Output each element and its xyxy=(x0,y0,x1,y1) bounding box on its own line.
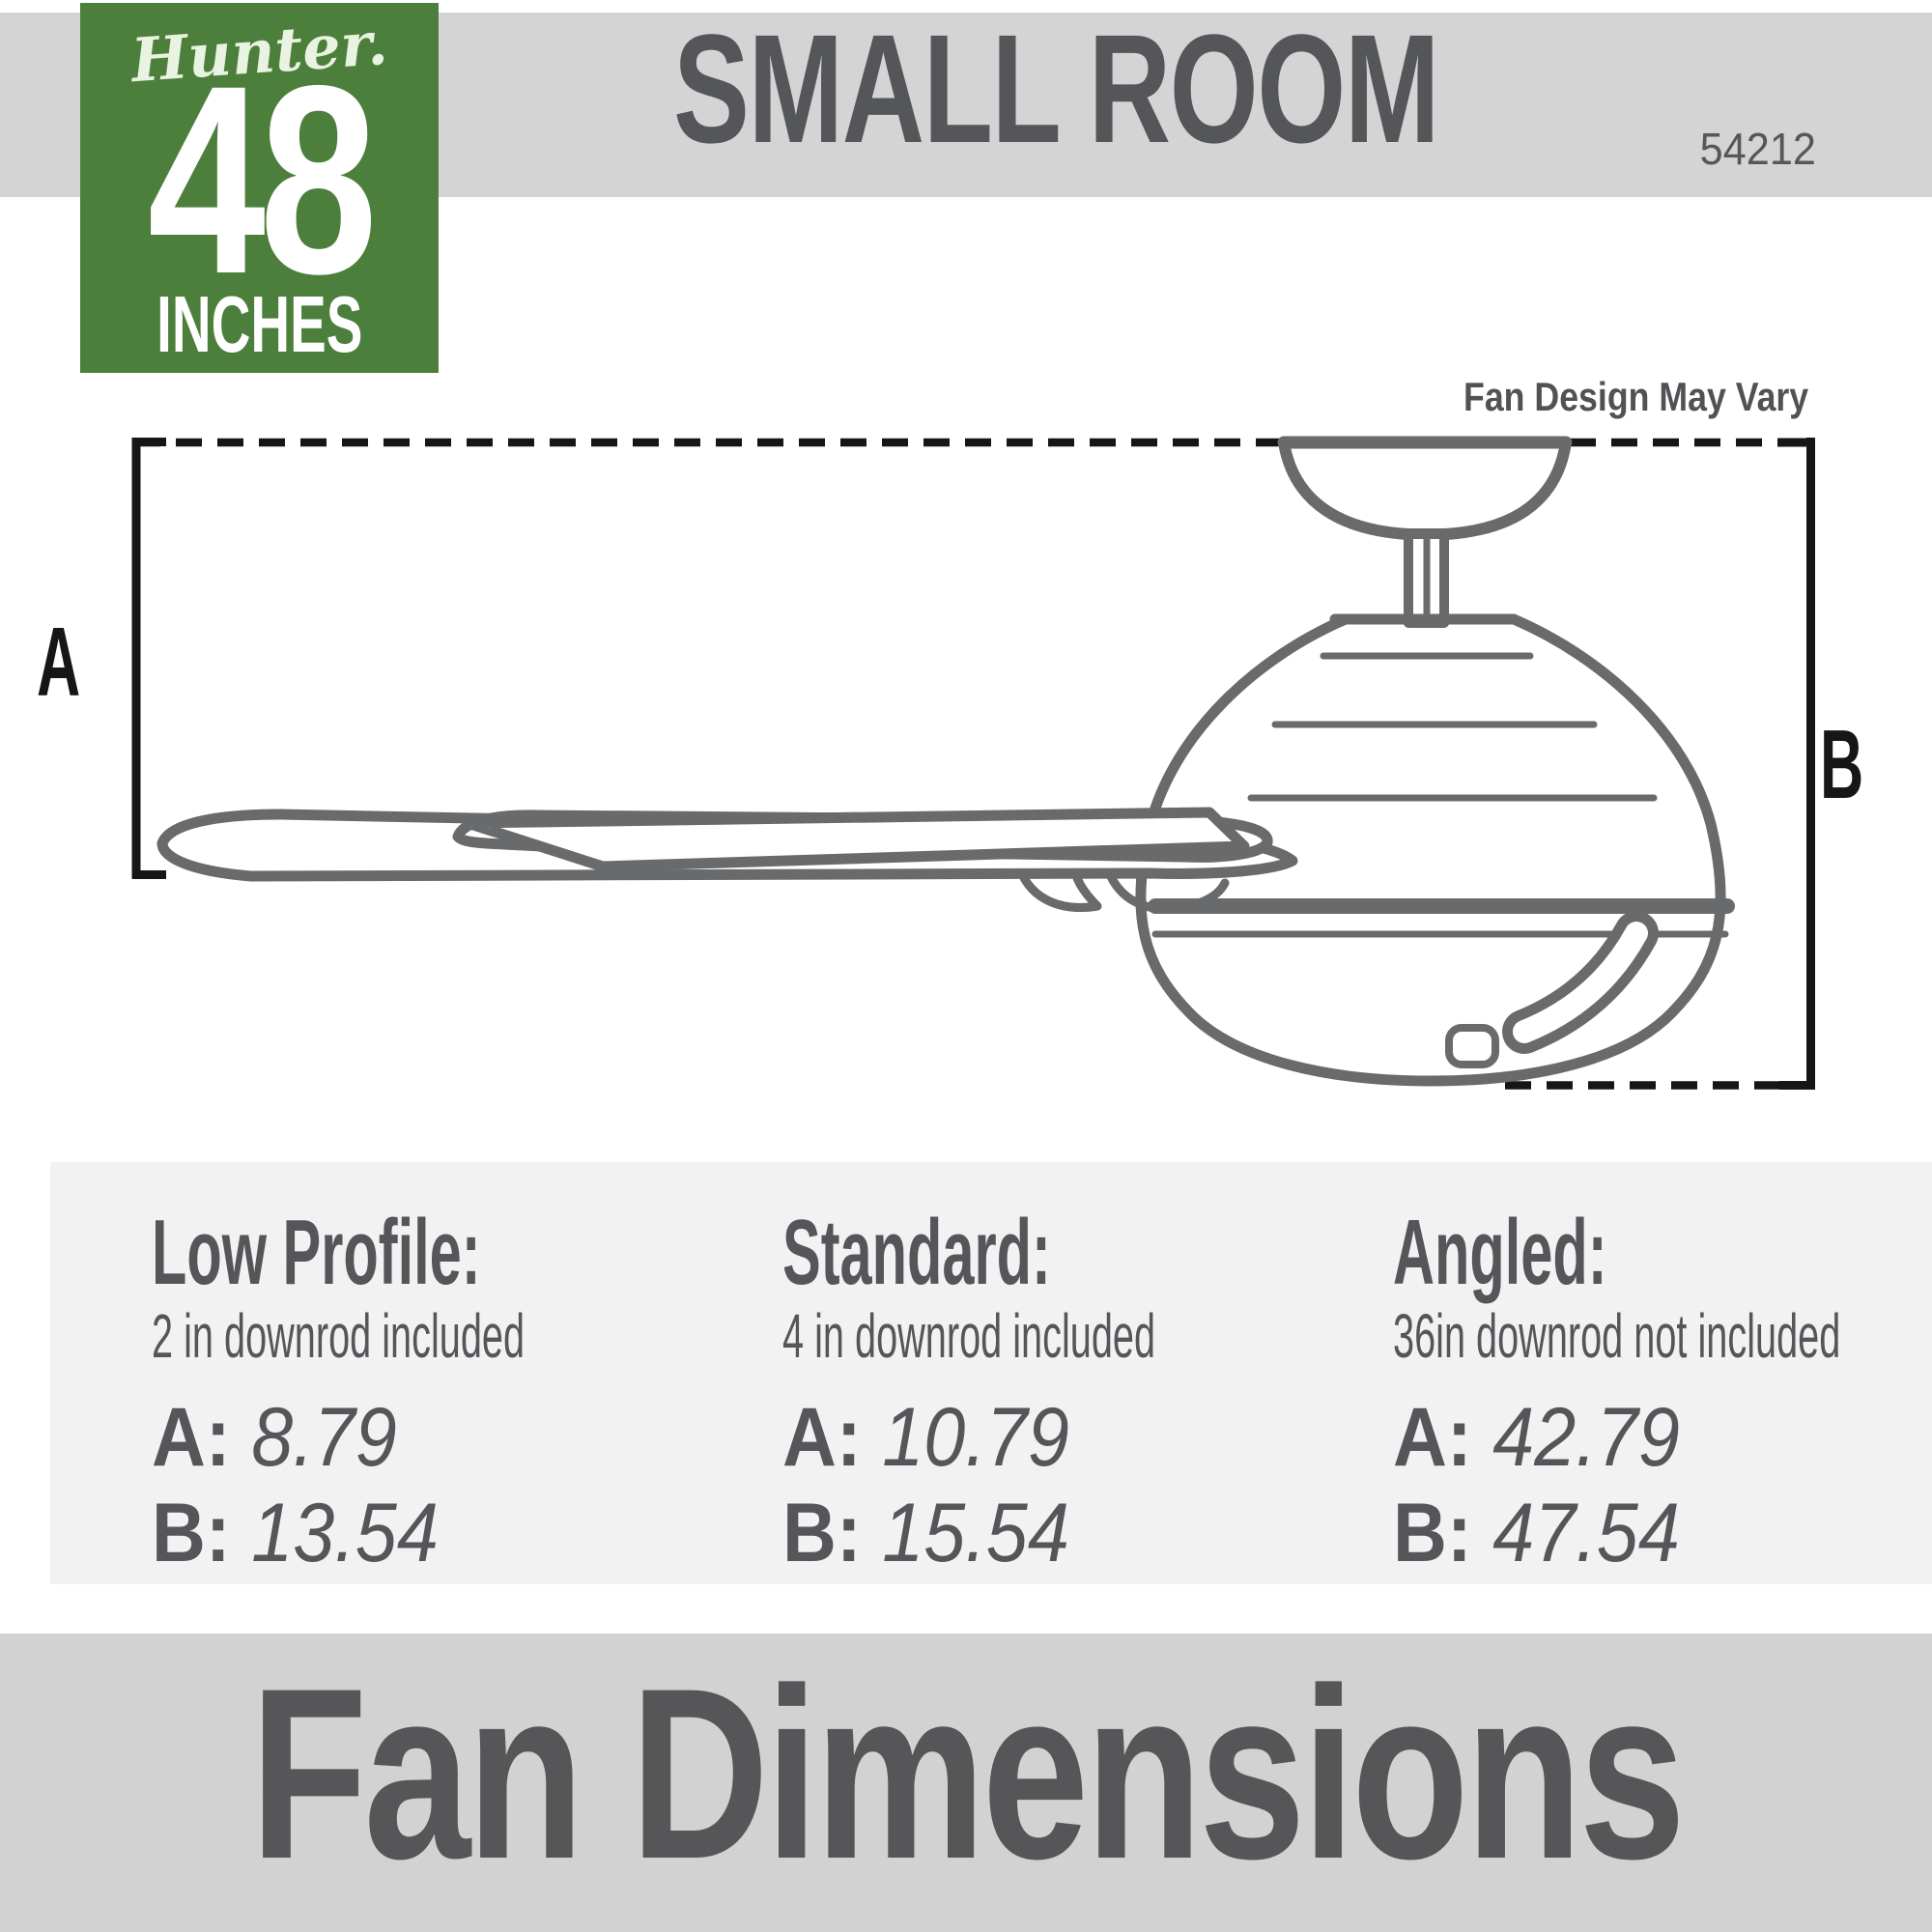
spec-dimension-a: A: 10.79 xyxy=(782,1392,1300,1484)
spec-b-value: 13.54 xyxy=(251,1486,439,1579)
spec-box-angled: Angled: 36in downrod not included A: 42.… xyxy=(1343,1162,1932,1584)
spec-a-key: A: xyxy=(152,1391,231,1484)
page-title: SMALL ROOM xyxy=(673,2,1440,175)
dimension-b-label: B xyxy=(1820,711,1864,819)
badge-size-unit: INCHES xyxy=(156,279,363,369)
spec-b-key: B: xyxy=(1393,1486,1472,1579)
light-kit-button xyxy=(1445,1024,1499,1068)
spec-b-value: 47.54 xyxy=(1492,1486,1680,1579)
fan-blade-top-face xyxy=(462,807,1250,872)
spec-box-low-profile: Low Profile: 2 in downrod included A: 8.… xyxy=(50,1162,715,1584)
ceiling-canopy xyxy=(1278,437,1572,540)
spec-dimension-b: B: 47.54 xyxy=(1393,1486,1893,1579)
spec-b-value: 15.54 xyxy=(882,1486,1069,1579)
spec-title: Standard: xyxy=(782,1201,1051,1304)
fan-illustration xyxy=(156,436,1735,1087)
blade-iron-right xyxy=(1102,863,1230,914)
spec-subtitle: 2 in downrod included xyxy=(152,1301,526,1371)
dimension-a-label: A xyxy=(37,609,81,717)
spec-subtitle: 4 in downrod included xyxy=(782,1301,1156,1371)
size-badge: Hunter. 48 INCHES xyxy=(80,3,439,373)
spec-a-value: 8.79 xyxy=(251,1391,397,1484)
footer-title: Fan Dimensions xyxy=(249,1638,1686,1910)
spec-b-key: B: xyxy=(782,1486,862,1579)
spec-a-value: 10.79 xyxy=(882,1391,1069,1484)
spec-box-standard: Standard: 4 in downrod included A: 10.79… xyxy=(686,1162,1357,1584)
spec-subtitle: 36in downrod not included xyxy=(1393,1301,1841,1371)
spec-a-key: A: xyxy=(782,1391,862,1484)
model-number: 54212 xyxy=(1699,124,1816,174)
spec-title: Angled: xyxy=(1393,1201,1607,1304)
badge-size-value: 48 xyxy=(147,29,378,329)
spec-a-key: A: xyxy=(1393,1391,1472,1484)
spec-dimension-b: B: 13.54 xyxy=(152,1486,659,1579)
light-kit-slot-inner xyxy=(1513,922,1648,1043)
dimension-lines xyxy=(131,438,1815,1090)
spec-a-value: 42.79 xyxy=(1492,1391,1680,1484)
spec-dimension-a: A: 42.79 xyxy=(1393,1392,1893,1484)
spec-title: Low Profile: xyxy=(152,1201,481,1304)
design-may-vary-note: Fan Design May Vary xyxy=(1463,374,1808,419)
footer-gray-band xyxy=(0,1634,1932,1932)
spec-dimension-a: A: 8.79 xyxy=(152,1392,659,1484)
spec-dimension-b: B: 15.54 xyxy=(782,1486,1300,1579)
spec-b-key: B: xyxy=(152,1486,231,1579)
